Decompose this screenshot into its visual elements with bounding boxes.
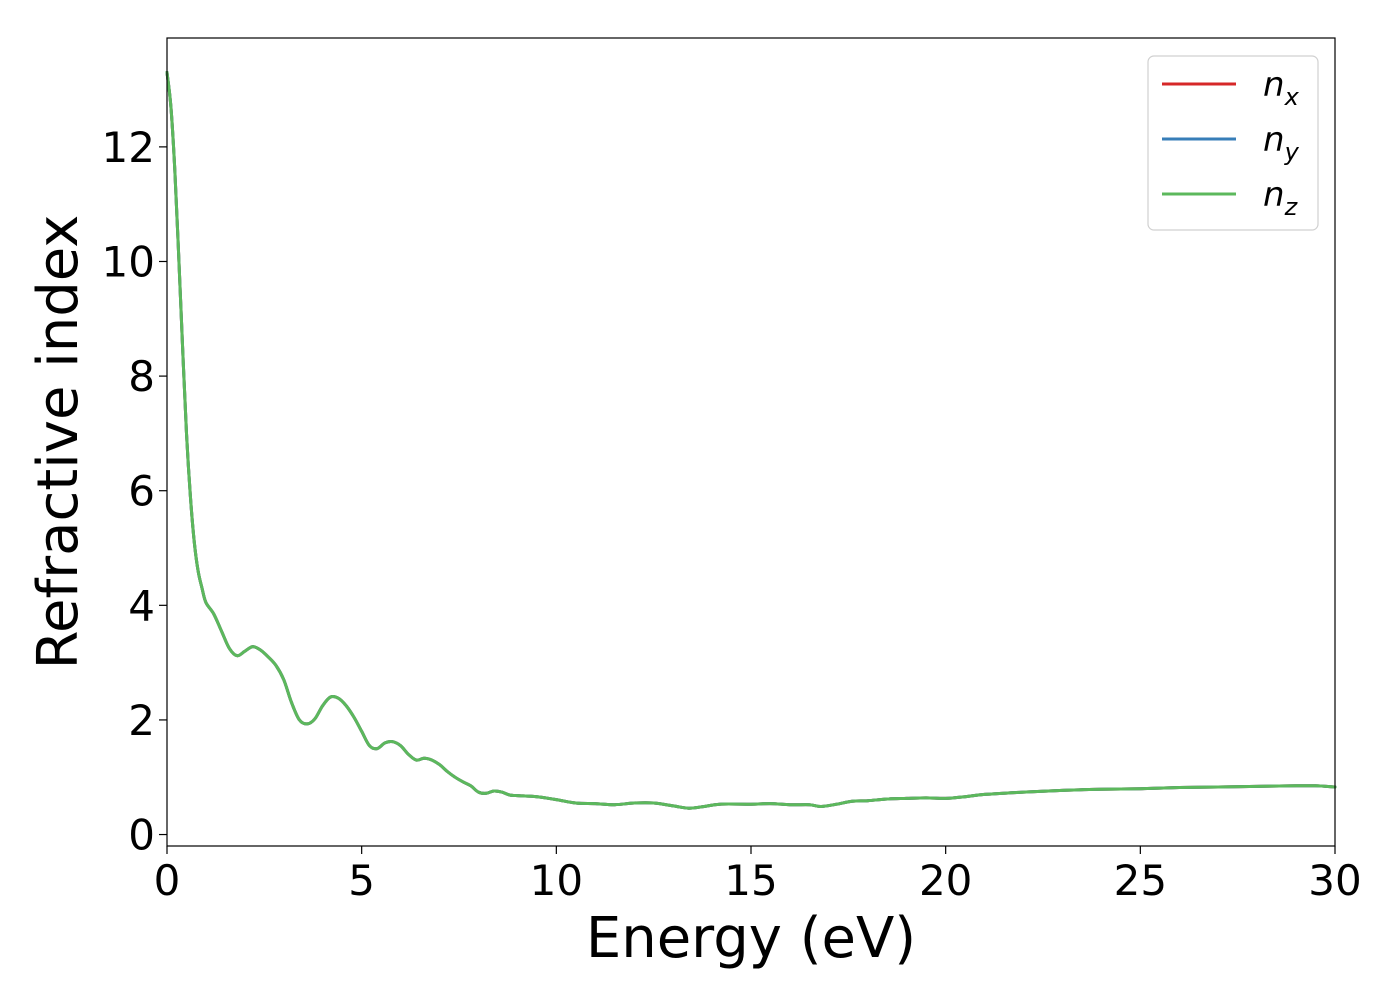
y-tick-label: 8 <box>128 352 155 401</box>
legend-label-base: n <box>1263 120 1285 160</box>
plot-area-frame <box>166 37 1336 847</box>
legend-box <box>1147 55 1319 231</box>
x-tick-label: 25 <box>1114 856 1167 905</box>
y-tick-label: 6 <box>128 467 155 516</box>
y-axis-label: Refractive index <box>26 215 91 670</box>
x-tick-label: 0 <box>154 856 181 905</box>
x-axis-label: Energy (eV) <box>586 906 916 971</box>
legend-label-n-y: ny <box>1263 120 1300 166</box>
x-tick-label: 15 <box>724 856 777 905</box>
series-layer <box>165 70 1337 810</box>
y-tick-label: 10 <box>102 237 155 286</box>
legend-label-subscript: x <box>1284 83 1300 111</box>
x-tick-label: 20 <box>919 856 972 905</box>
y-tick-label: 0 <box>128 811 155 860</box>
x-tick-label: 10 <box>530 856 583 905</box>
legend-label-subscript: z <box>1284 193 1299 221</box>
x-axis-ticks: 0 5 10 15 20 25 30 <box>154 846 1362 905</box>
x-tick-label: 5 <box>348 856 375 905</box>
legend-label-base: n <box>1263 175 1285 215</box>
legend-label-n-z: nz <box>1263 175 1299 221</box>
y-axis-ticks: 0 2 4 6 8 10 12 <box>102 123 167 860</box>
y-tick-label: 2 <box>128 696 155 745</box>
x-tick-label: 30 <box>1308 856 1361 905</box>
series-line-n-z <box>165 70 1337 810</box>
y-tick-label: 12 <box>102 123 155 172</box>
legend-label-n-x: nx <box>1263 65 1300 111</box>
legend-label-base: n <box>1263 65 1285 105</box>
y-tick-label: 4 <box>128 581 155 630</box>
legend-label-subscript: y <box>1284 138 1300 166</box>
